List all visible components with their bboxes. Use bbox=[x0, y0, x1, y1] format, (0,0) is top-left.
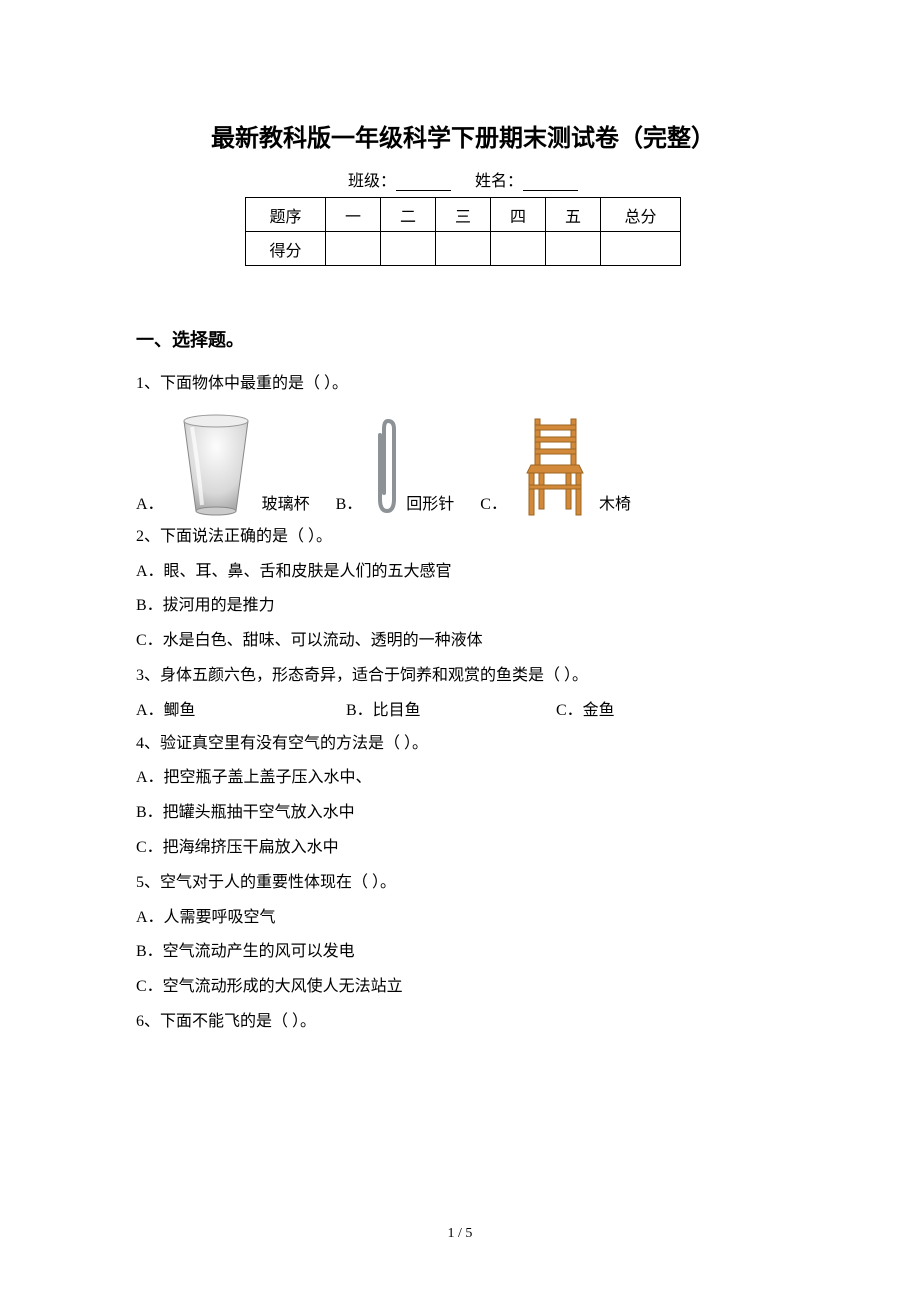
score-cell[interactable] bbox=[436, 232, 491, 266]
paperclip-icon bbox=[372, 415, 402, 519]
header-cell: 三 bbox=[436, 198, 491, 232]
q2-b: B．拔河用的是推力 bbox=[136, 590, 790, 623]
score-cell[interactable] bbox=[326, 232, 381, 266]
header-cell: 题序 bbox=[246, 198, 326, 232]
q2-a: A．眼、耳、鼻、舌和皮肤是人们的五大感官 bbox=[136, 556, 790, 589]
q2-c: C．水是白色、甜味、可以流动、透明的一种液体 bbox=[136, 625, 790, 658]
name-label: 姓名： bbox=[475, 173, 523, 190]
header-cell: 五 bbox=[546, 198, 601, 232]
q1-stem: 1、下面物体中最重的是（ ）。 bbox=[136, 368, 790, 401]
q3-stem: 3、身体五颜六色，形态奇异，适合于饲养和观赏的鱼类是（ ）。 bbox=[136, 660, 790, 693]
class-label: 班级： bbox=[348, 173, 396, 190]
table-row: 得分 bbox=[246, 232, 681, 266]
score-cell[interactable] bbox=[601, 232, 681, 266]
q1-b-label: B． bbox=[336, 490, 373, 519]
q5-b: B．空气流动产生的风可以发电 bbox=[136, 936, 790, 969]
page-number: 1 / 5 bbox=[0, 1226, 920, 1242]
q3-b: B．比目鱼 bbox=[346, 695, 556, 728]
score-label-cell: 得分 bbox=[246, 232, 326, 266]
table-row: 题序 一 二 三 四 五 总分 bbox=[246, 198, 681, 232]
q1-c-label: C． bbox=[480, 490, 517, 519]
header-cell: 总分 bbox=[601, 198, 681, 232]
chair-icon bbox=[517, 413, 595, 519]
name-blank[interactable] bbox=[523, 174, 578, 191]
glass-icon bbox=[174, 413, 258, 519]
q1-b-text: 回形针 bbox=[402, 490, 480, 519]
q1-c-text: 木椅 bbox=[595, 490, 631, 519]
q2-stem: 2、下面说法正确的是（ ）。 bbox=[136, 521, 790, 554]
q4-stem: 4、验证真空里有没有空气的方法是（ ）。 bbox=[136, 728, 790, 761]
q1-a-label: A． bbox=[136, 490, 174, 519]
header-cell: 二 bbox=[381, 198, 436, 232]
q3-c: C．金鱼 bbox=[556, 695, 790, 728]
q6-stem: 6、下面不能飞的是（ ）。 bbox=[136, 1006, 790, 1039]
score-table: 题序 一 二 三 四 五 总分 得分 bbox=[245, 197, 681, 266]
q1-options: A． 玻璃杯 B． 回形针 C． bbox=[136, 413, 790, 519]
header-cell: 四 bbox=[491, 198, 546, 232]
q3-options: A．鲫鱼 B．比目鱼 C．金鱼 bbox=[136, 695, 790, 728]
section-heading: 一、选择题。 bbox=[136, 326, 790, 352]
page-title: 最新教科版一年级科学下册期末测试卷（完整） bbox=[136, 118, 790, 153]
q5-stem: 5、空气对于人的重要性体现在（ ）。 bbox=[136, 867, 790, 900]
score-cell[interactable] bbox=[381, 232, 436, 266]
q5-c: C．空气流动形成的大风使人无法站立 bbox=[136, 971, 790, 1004]
class-blank[interactable] bbox=[396, 174, 451, 191]
q1-a-text: 玻璃杯 bbox=[258, 490, 336, 519]
score-cell[interactable] bbox=[491, 232, 546, 266]
q4-c: C．把海绵挤压干扁放入水中 bbox=[136, 832, 790, 865]
q5-a: A．人需要呼吸空气 bbox=[136, 902, 790, 935]
header-cell: 一 bbox=[326, 198, 381, 232]
q4-b: B．把罐头瓶抽干空气放入水中 bbox=[136, 797, 790, 830]
student-info: 班级： 姓名： bbox=[136, 167, 790, 191]
q4-a: A．把空瓶子盖上盖子压入水中、 bbox=[136, 762, 790, 795]
score-cell[interactable] bbox=[546, 232, 601, 266]
q3-a: A．鲫鱼 bbox=[136, 695, 346, 728]
